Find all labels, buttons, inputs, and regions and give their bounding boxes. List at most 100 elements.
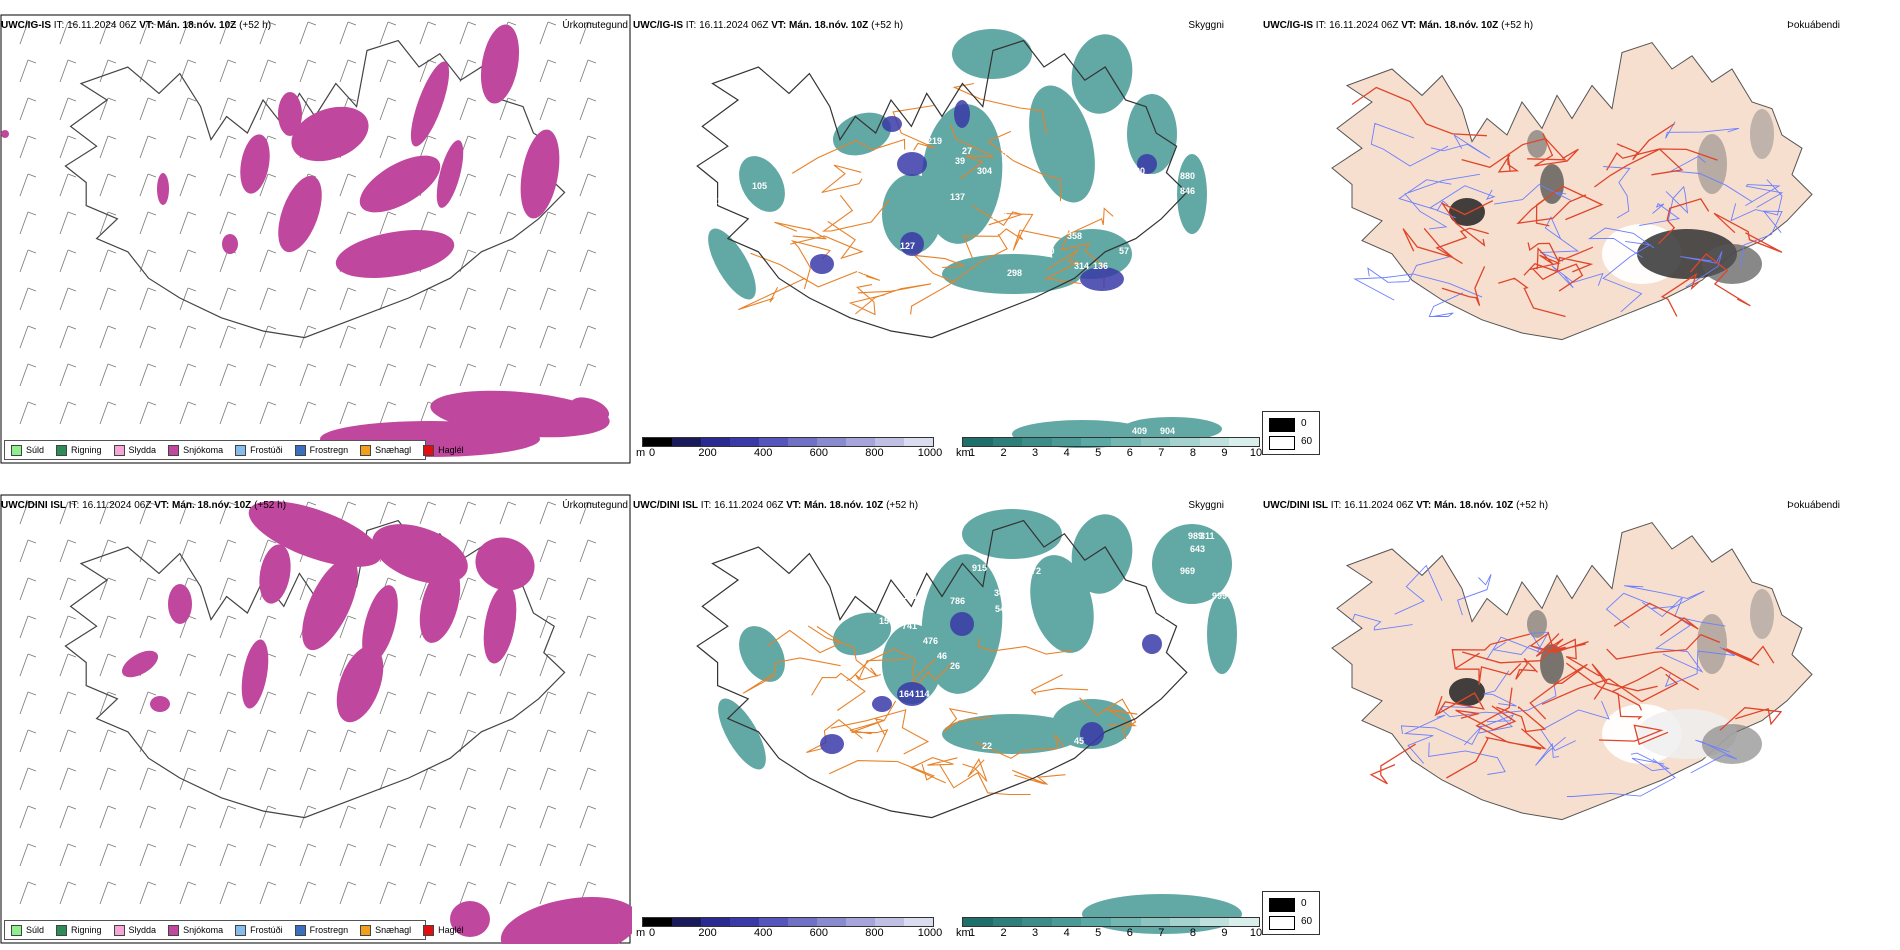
wind-barb-flag: [427, 843, 437, 848]
wind-barb-flag: [147, 249, 157, 254]
wind-barb: [179, 767, 189, 791]
wind-barb: [419, 59, 429, 83]
wind-barb: [179, 211, 189, 235]
snowfall-area: [500, 897, 632, 944]
wind-barb: [139, 211, 149, 235]
wind-barb-flag: [547, 805, 557, 810]
wind-barb-flag: [27, 135, 37, 140]
visibility-value: 304: [977, 166, 992, 176]
wind-barb-flag: [587, 805, 597, 810]
wind-barb: [19, 325, 29, 349]
wind-barb-flag: [227, 805, 237, 810]
wind-barb-flag: [587, 881, 597, 886]
wind-barb-flag: [587, 729, 597, 734]
colorbar-tick: 4: [1063, 447, 1070, 459]
wind-barb-flag: [107, 691, 117, 696]
wind-barb: [219, 325, 229, 349]
colorbar-tick: 2: [1000, 447, 1007, 459]
colorbar-tick: 5: [1095, 927, 1102, 939]
visibility-colorbar-bottom: km 1 2 3 4 5 6 7 8 9 10: [942, 917, 1262, 943]
wind-barb-flag: [587, 615, 597, 620]
colorbar-tick: 9: [1221, 447, 1228, 459]
wind-barb: [59, 97, 69, 121]
wind-barb-flag: [587, 249, 597, 254]
wind-barb: [219, 729, 229, 753]
wind-barb-flag: [547, 577, 557, 582]
wind-barb-flag: [467, 363, 477, 368]
high-terrain-area: [950, 612, 974, 636]
wind-barb-flag: [387, 805, 397, 810]
low-visibility-area: [1071, 34, 1133, 114]
wind-barb: [499, 363, 509, 387]
colorbar-segment: [788, 918, 817, 926]
wind-barb-flag: [307, 401, 317, 406]
visibility-value: 846: [1180, 186, 1195, 196]
snowfall-area: [483, 584, 517, 664]
wind-barb: [459, 653, 469, 677]
wind-barb: [19, 615, 29, 639]
wind-barb-flag: [27, 97, 37, 102]
wind-barb-flag: [387, 881, 397, 886]
wind-barb-flag: [347, 325, 357, 330]
wind-barb-flag: [187, 401, 197, 406]
wind-barb-flag: [387, 691, 397, 696]
wind-barb-flag: [587, 287, 597, 292]
visibility-value: 39: [955, 156, 965, 166]
visibility-value: 105: [752, 181, 767, 191]
panel-title: UWC/IG-IS IT: 16.11.2024 06Z VT: Mán. 18…: [1, 20, 272, 31]
wind-barb: [19, 881, 29, 905]
wind-barb-flag: [467, 97, 477, 102]
snowfall-area: [410, 61, 450, 147]
wind-barb-flag: [587, 211, 597, 216]
legend-label: Snæhagl: [375, 445, 412, 455]
wind-barb: [179, 881, 189, 905]
wind-barb: [459, 21, 469, 45]
wind-barb-flag: [67, 249, 77, 254]
wind-barb-flag: [187, 21, 197, 26]
visibility-value: 969: [1180, 566, 1195, 576]
wind-barb: [59, 881, 69, 905]
wind-barb: [459, 577, 469, 601]
colorbar-segment: [1081, 918, 1111, 926]
wind-barb-flag: [307, 97, 317, 102]
wind-barb-flag: [107, 97, 117, 102]
wind-barb-flag: [227, 539, 237, 544]
wind-barb-flag: [107, 539, 117, 544]
visibility-value: 41: [867, 708, 877, 718]
fog-indicator-area: [1449, 198, 1485, 226]
legend-label: Slydda: [128, 925, 157, 935]
wind-barb-flag: [307, 843, 317, 848]
legend-swatch: [423, 924, 435, 936]
visibility-values: 910 219 500 27 304 39 137 138 358 24 590 880 846 57 12…: [717, 48, 1259, 436]
visibility-value: 500: [1002, 148, 1017, 158]
wind-barb-flag: [27, 767, 37, 772]
legend-swatch: [168, 444, 180, 456]
wind-barb-flag: [347, 729, 357, 734]
wind-barb: [379, 767, 389, 791]
low-visibility-area: [1122, 417, 1222, 441]
visibility-value: 98: [1164, 611, 1174, 621]
high-terrain-area: [882, 116, 902, 132]
wind-barb: [499, 653, 509, 677]
wind-barb: [539, 501, 549, 525]
wind-barb: [579, 21, 589, 45]
wind-barb: [299, 21, 309, 45]
wind-barb-flag: [547, 287, 557, 292]
colorbar-tick: 5: [1095, 447, 1102, 459]
legend-item: Slydda: [113, 924, 157, 936]
low-visibility-areas: [708, 29, 1222, 448]
colorbar-tick: 800: [865, 447, 884, 459]
wind-barb-flag: [187, 805, 197, 810]
visibility-colorbar-top: km 1 2 3 4 5 6 7 8 9 10: [942, 437, 1262, 463]
wind-barb: [19, 767, 29, 791]
wind-barb: [539, 249, 549, 273]
wind-barb: [259, 363, 269, 387]
legend-swatch: [423, 444, 435, 456]
wind-barb: [459, 615, 469, 639]
precip-map-bottom: [0, 494, 632, 944]
wind-barb: [19, 729, 29, 753]
wind-barb-flag: [307, 21, 317, 26]
wind-barb: [19, 539, 29, 563]
wind-barb-flag: [547, 97, 557, 102]
colorbar-tick: 10: [1249, 927, 1263, 939]
